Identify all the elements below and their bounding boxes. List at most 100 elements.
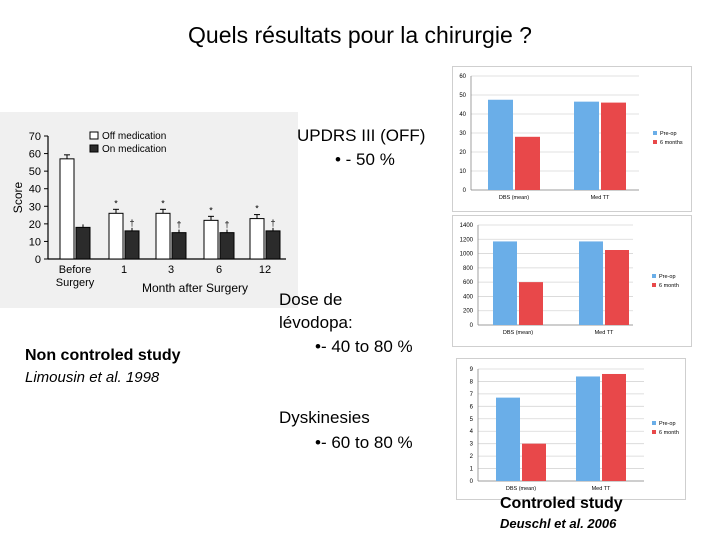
y-axis-label: Score [11, 182, 25, 214]
y-tick-label: 400 [463, 294, 474, 300]
dyskinesia-chart-svg: 0 1 2 3 4 5 6 7 8 9 DBS (mean) Med TT Pre-op 6 month [470, 367, 679, 492]
y-tick-label: 2 [470, 454, 474, 460]
y-tick-label: 20 [459, 150, 466, 156]
bar-postop [519, 282, 543, 325]
legend-label: 6 month [659, 430, 679, 436]
significance-mark: * [161, 198, 165, 208]
y-tick-label: 0 [463, 188, 467, 194]
limousin-score-chart: 0 10 20 30 40 50 60 70 Score * † * † * † * † Before Surger… [0, 112, 298, 308]
x-tick-label: Med TT [591, 195, 610, 201]
levodopa-dose-chart: 0 200 400 600 800 1000 1200 1400 DBS (mean) Med T… [452, 215, 692, 347]
y-tick-label: 20 [29, 219, 41, 231]
legend-swatch [653, 140, 657, 144]
legend-label: Pre-op [659, 421, 676, 427]
y-tick-label: 50 [29, 166, 41, 178]
legend-swatch [652, 283, 656, 287]
y-tick-label: 0 [470, 323, 474, 329]
significance-mark: † [270, 218, 275, 228]
y-tick-label: 7 [470, 392, 474, 398]
legend-label-on: On medication [102, 144, 166, 155]
controlled-study-label: Controled study [500, 495, 623, 512]
updrs-chart: 0 10 20 30 40 50 60 DBS (mean) Med TT Pre-op 6 mon… [452, 66, 692, 212]
legend-swatch [652, 274, 656, 278]
off-medication-bar [59, 158, 75, 260]
legend-swatch-on [89, 144, 99, 153]
y-tick-label: 30 [29, 201, 41, 213]
y-tick-label: 1000 [460, 252, 474, 258]
y-tick-label: 3 [470, 442, 474, 448]
controlled-study-reference: Deuschl et al. 2006 [500, 516, 617, 531]
significance-mark: * [114, 198, 118, 208]
x-tick-label: Med TT [595, 330, 614, 336]
y-tick-label: 600 [463, 280, 474, 286]
legend-swatch [653, 131, 657, 135]
y-tick-label: 60 [29, 149, 41, 161]
bar-preop [488, 99, 513, 190]
x-tick-label: DBS (mean) [506, 486, 536, 492]
dyskinesia-heading: Dyskinesies [279, 408, 370, 427]
legend-label: 6 month [659, 283, 679, 289]
y-tick-label: 10 [29, 236, 41, 248]
bar-preop [576, 376, 600, 481]
legend-swatch-off [89, 131, 99, 140]
off-medication-bar [249, 218, 265, 260]
legend-label: Pre-op [660, 131, 677, 137]
y-tick-label: 1400 [460, 223, 474, 229]
y-tick-label: 800 [463, 266, 474, 272]
significance-mark: * [255, 204, 259, 214]
x-axis-label: Month after Surgery [142, 281, 248, 295]
bar-postop [522, 443, 546, 481]
y-tick-label: 40 [459, 112, 466, 118]
limousin-chart-svg: 0 10 20 30 40 50 60 70 Score * † * † * † * † BeforeSurger… [11, 131, 286, 295]
noncontrolled-study-reference: Limousin et al. 1998 [25, 369, 160, 386]
legend-label: 6 months [660, 140, 683, 146]
bar-postop [601, 102, 626, 190]
legend-swatch [652, 421, 656, 425]
x-tick-label: 1 [121, 264, 127, 276]
x-tick-label: 12 [259, 264, 271, 276]
x-tick-label: Med TT [592, 486, 611, 492]
y-tick-label: 10 [459, 169, 466, 175]
y-tick-label: 0 [35, 254, 41, 266]
significance-mark: * [209, 205, 213, 215]
on-medication-bar [265, 230, 281, 260]
off-medication-bar [155, 212, 171, 260]
on-medication-bar [171, 232, 187, 260]
x-tick-label: 3 [168, 264, 174, 276]
levodopa-chart-svg: 0 200 400 600 800 1000 1200 1400 DBS (mean) Med T… [460, 223, 679, 336]
y-tick-label: 60 [459, 74, 466, 80]
on-medication-bar [124, 230, 140, 260]
on-medication-bar [75, 226, 91, 260]
y-tick-label: 70 [29, 131, 41, 143]
legend-label-off: Off medication [102, 131, 166, 142]
updrs-chart-svg: 0 10 20 30 40 50 60 DBS (mean) Med TT Pre-op 6 mon… [459, 74, 683, 201]
off-medication-bar [203, 219, 219, 260]
y-tick-label: 5 [470, 417, 474, 423]
significance-mark: † [176, 220, 181, 230]
y-tick-label: 4 [470, 429, 474, 435]
levodopa-heading: Dose de lévodopa: [279, 290, 353, 332]
y-tick-label: 200 [463, 309, 474, 315]
bar-preop [579, 241, 603, 325]
on-medication-bar [219, 232, 235, 260]
y-tick-label: 6 [470, 404, 474, 410]
y-tick-label: 9 [470, 367, 474, 373]
legend-swatch [652, 430, 656, 434]
bar-preop [493, 241, 517, 325]
updrs-result: • - 50 % [335, 150, 395, 169]
x-tick-label: DBS (mean) [503, 330, 533, 336]
off-medication-bar [108, 212, 124, 260]
y-tick-label: 0 [470, 479, 474, 485]
bar-preop [496, 397, 520, 481]
x-tick-label: Surgery [56, 277, 95, 289]
x-tick-label: DBS (mean) [499, 195, 529, 201]
bar-postop [605, 250, 629, 325]
updrs-heading: UPDRS III (OFF) [297, 126, 426, 145]
dyskinesia-chart: 0 1 2 3 4 5 6 7 8 9 DBS (mean) Med TT Pre-op 6 month [456, 358, 686, 500]
y-tick-label: 8 [470, 379, 474, 385]
y-tick-label: 30 [459, 131, 466, 137]
y-tick-label: 40 [29, 184, 41, 196]
bar-postop [602, 373, 626, 481]
legend-label: Pre-op [659, 274, 676, 280]
y-tick-label: 1200 [460, 237, 474, 243]
